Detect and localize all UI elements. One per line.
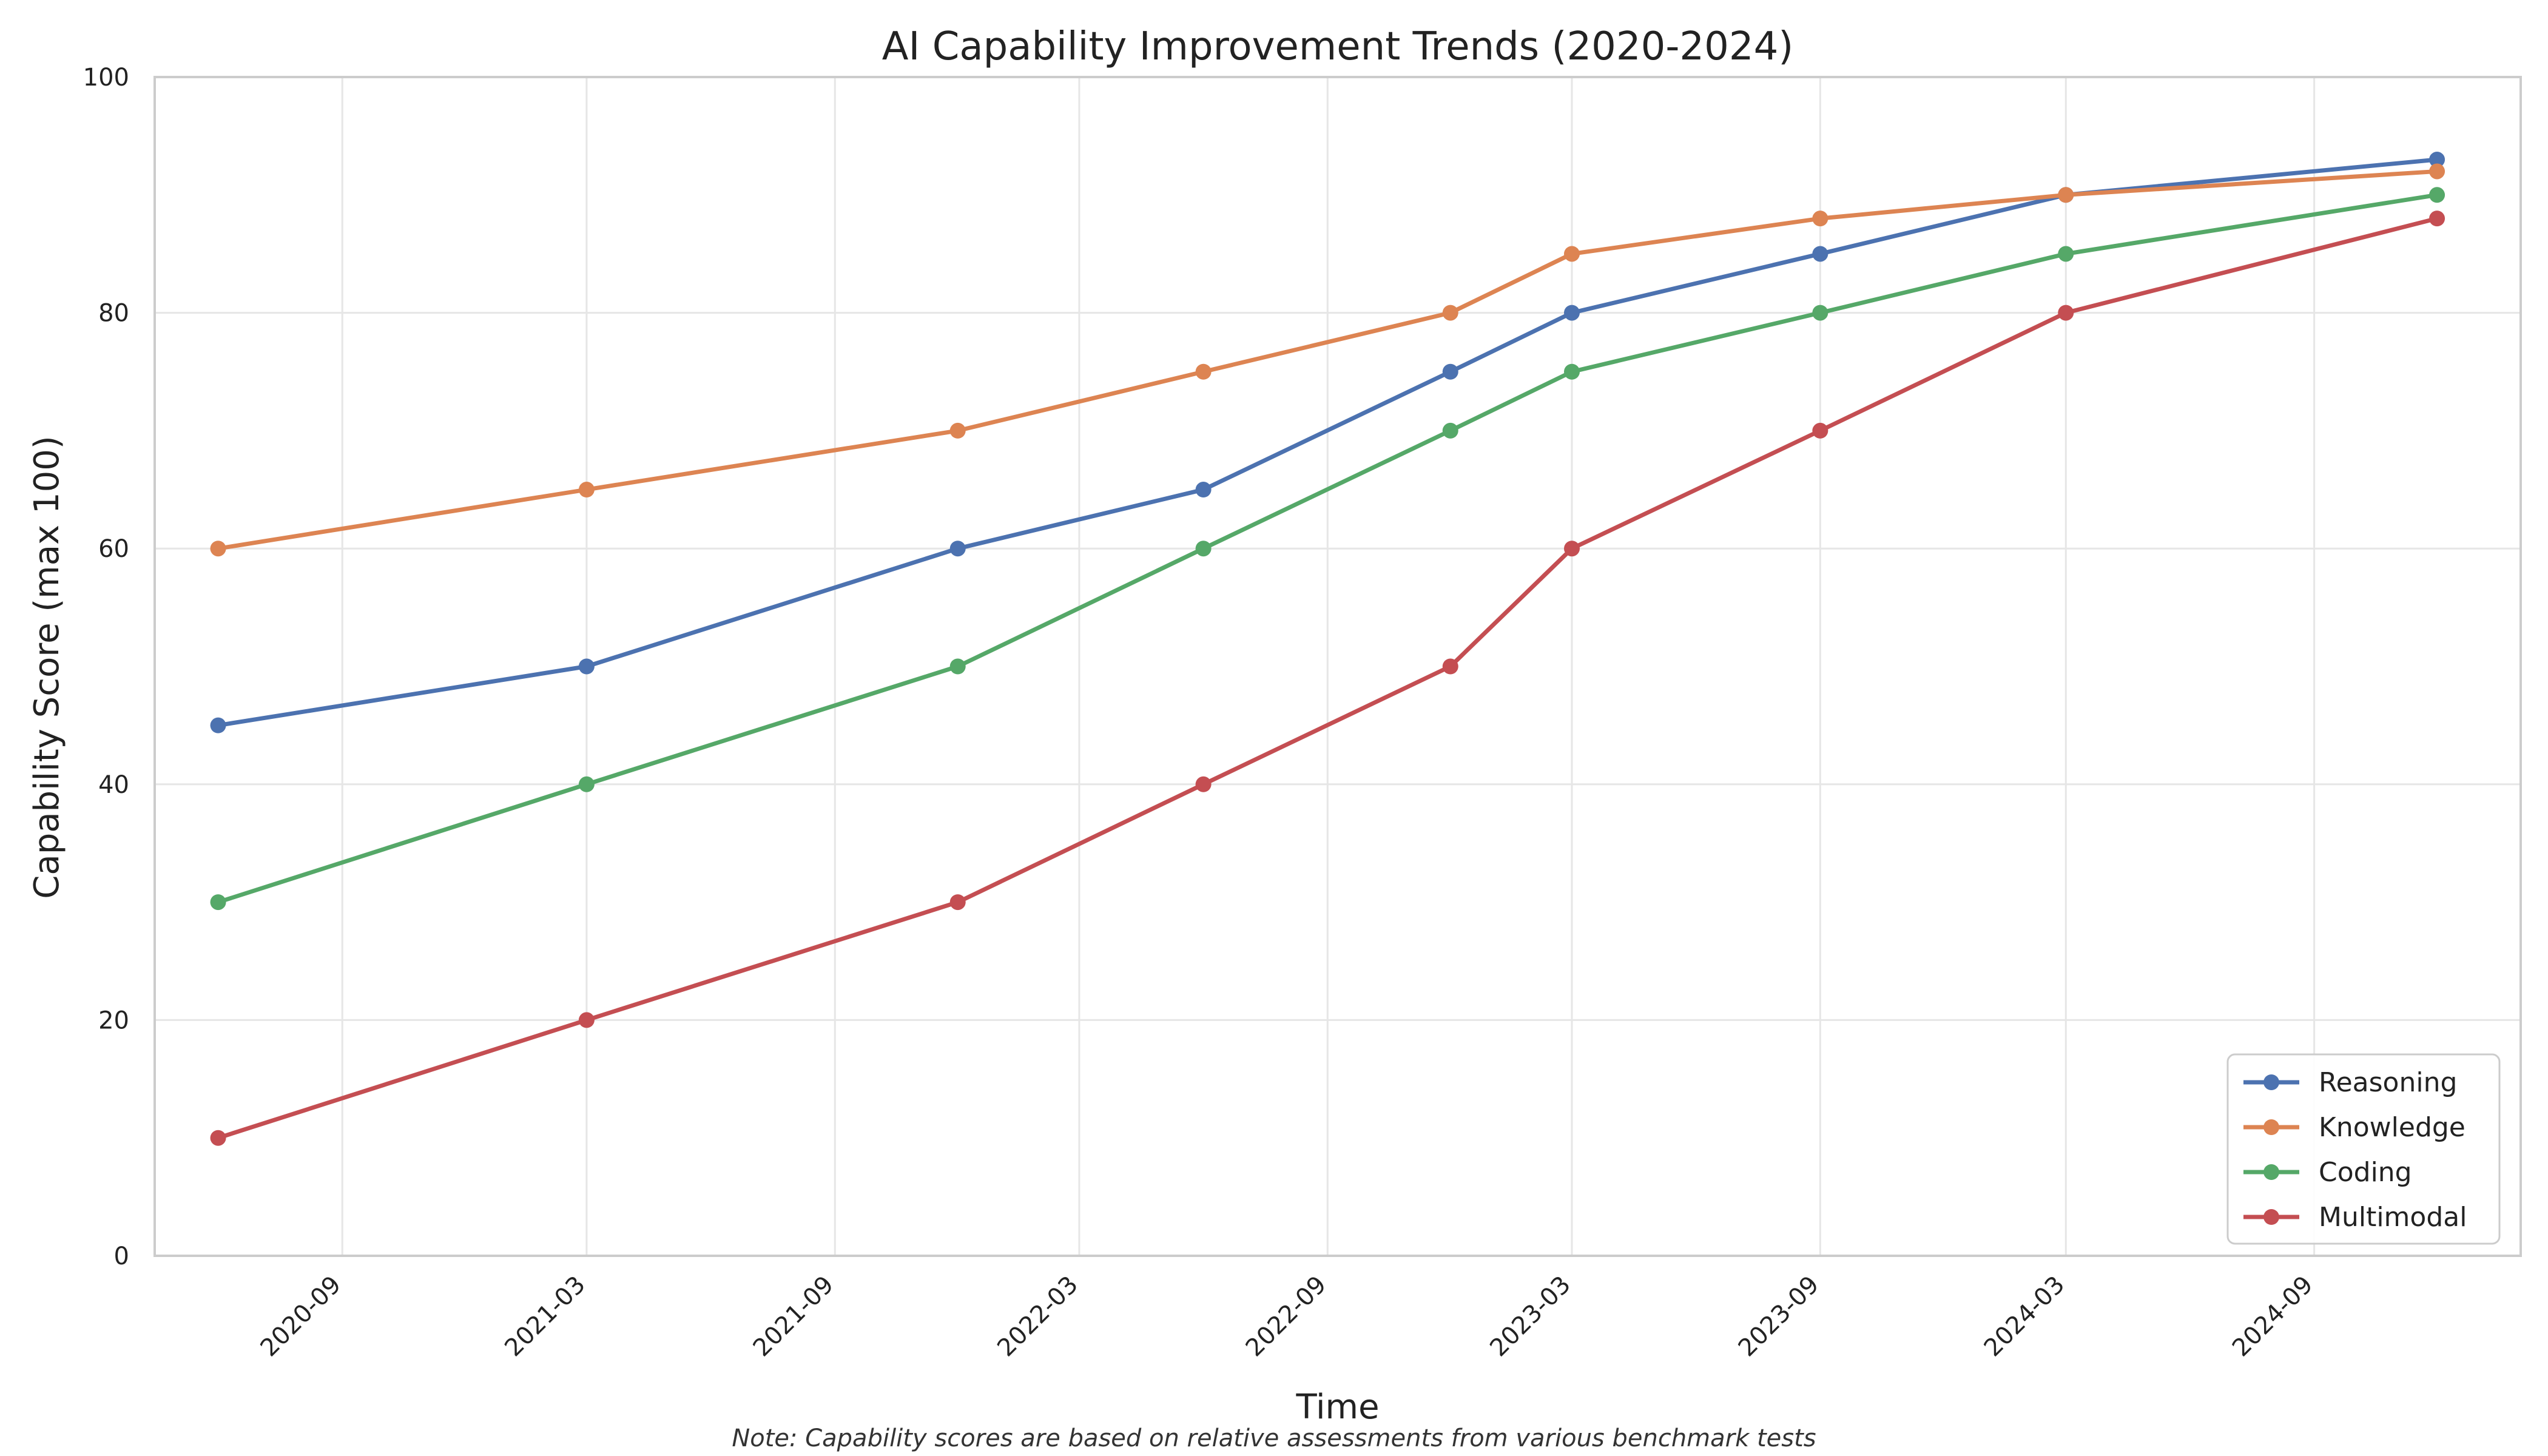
legend-item-coding: Coding	[2243, 1157, 2412, 1188]
data-point-multimodal	[1812, 422, 1828, 439]
data-point-multimodal	[1195, 776, 1212, 792]
legend-label-reasoning: Reasoning	[2319, 1067, 2457, 1098]
data-point-multimodal	[2058, 305, 2074, 321]
y-tick-label: 40	[98, 771, 129, 799]
legend-marker-knowledge	[2263, 1119, 2279, 1135]
y-tick-label: 0	[114, 1242, 129, 1270]
y-tick-label: 100	[83, 64, 129, 92]
data-point-reasoning	[949, 541, 966, 557]
data-point-knowledge	[210, 541, 226, 557]
legend-label-multimodal: Multimodal	[2319, 1202, 2467, 1233]
data-point-knowledge	[1195, 363, 1212, 380]
footnote: Note: Capability scores are based on rel…	[732, 1424, 1816, 1452]
data-point-multimodal	[1563, 541, 1580, 557]
series-multimodal	[210, 211, 2445, 1146]
legend-box	[2226, 1053, 2501, 1245]
data-point-reasoning	[2429, 152, 2445, 168]
series-knowledge	[210, 163, 2445, 557]
legend-item-multimodal: Multimodal	[2243, 1202, 2467, 1233]
data-point-multimodal	[949, 894, 966, 911]
data-point-reasoning	[1563, 305, 1580, 321]
y-tick-label: 60	[98, 535, 129, 563]
data-point-knowledge	[578, 482, 595, 498]
legend-label-knowledge: Knowledge	[2319, 1112, 2465, 1143]
chart-title: AI Capability Improvement Trends (2020-2…	[882, 24, 1794, 69]
legend-label-coding: Coding	[2319, 1157, 2412, 1188]
legend-marker-reasoning	[2263, 1074, 2279, 1090]
data-point-knowledge	[1812, 211, 1828, 227]
y-axis-label: Capability Score (max 100)	[27, 436, 67, 898]
data-point-reasoning	[1442, 363, 1458, 380]
data-point-reasoning	[1812, 246, 1828, 262]
data-point-multimodal	[1442, 658, 1458, 675]
legend-item-knowledge: Knowledge	[2243, 1112, 2465, 1143]
data-point-multimodal	[2429, 211, 2445, 227]
data-point-coding	[1195, 541, 1212, 557]
data-point-coding	[1812, 305, 1828, 321]
data-point-coding	[2429, 187, 2445, 203]
y-axis-ticks: 0 20 40 60 80 100	[83, 64, 129, 1270]
y-tick-label: 80	[98, 300, 129, 328]
data-point-reasoning	[210, 717, 226, 733]
data-point-knowledge	[949, 422, 966, 439]
series-coding	[210, 187, 2445, 911]
legend-marker-multimodal	[2263, 1209, 2279, 1225]
x-axis-label: Time	[1295, 1387, 1379, 1427]
data-point-knowledge	[1442, 305, 1458, 321]
data-point-coding	[1442, 422, 1458, 439]
data-point-reasoning	[1195, 482, 1212, 498]
data-point-knowledge	[1563, 246, 1580, 262]
data-point-knowledge	[2429, 163, 2445, 180]
data-point-coding	[578, 776, 595, 792]
data-point-multimodal	[210, 1130, 226, 1146]
data-point-knowledge	[2058, 187, 2074, 203]
data-point-coding	[1563, 363, 1580, 380]
legend-item-reasoning: Reasoning	[2243, 1067, 2457, 1098]
data-point-multimodal	[578, 1012, 595, 1028]
series-layer	[210, 152, 2445, 1146]
legend: Reasoning Knowledge Coding Multimodal	[2226, 1053, 2501, 1245]
legend-marker-coding	[2263, 1164, 2279, 1180]
data-point-coding	[949, 658, 966, 675]
data-point-coding	[2058, 246, 2074, 262]
plot-area-frame	[153, 76, 2522, 1257]
data-point-coding	[210, 894, 226, 911]
y-tick-label: 20	[98, 1006, 129, 1034]
data-point-reasoning	[578, 658, 595, 675]
